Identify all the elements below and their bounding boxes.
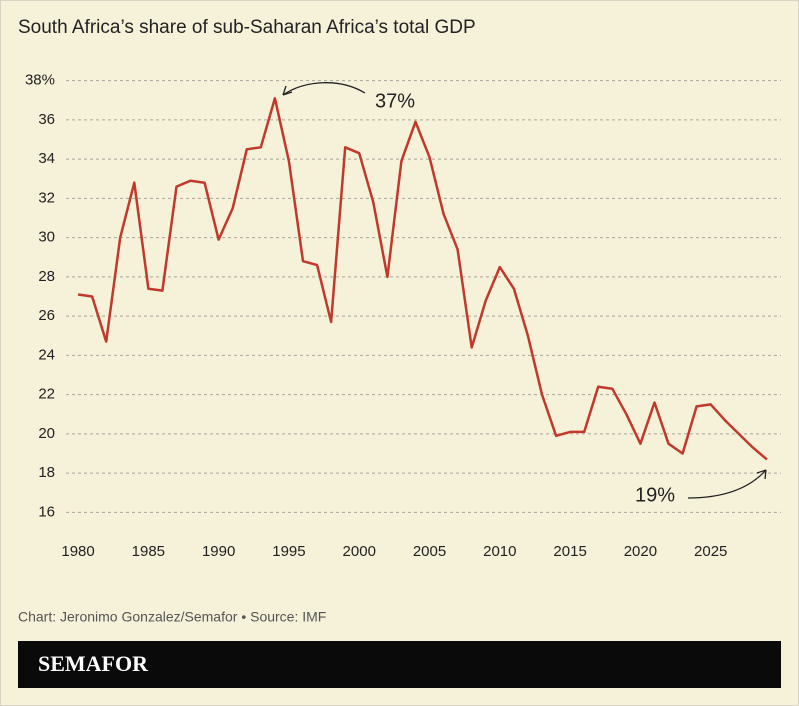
y-tick-label: 24 [38, 346, 55, 363]
y-tick-label: 34 [38, 150, 55, 167]
y-tick-label: 28 [38, 268, 55, 285]
footer: Chart: Jeronimo Gonzalez/Semafor • Sourc… [18, 609, 326, 625]
arrow [282, 82, 366, 96]
y-tick-label: 32 [38, 189, 55, 206]
y-tick-label: 20 [38, 425, 55, 442]
y-tick-label: 16 [38, 503, 55, 520]
x-tick-label: 2025 [694, 543, 727, 560]
annotation: 37% [375, 90, 415, 112]
x-tick-label: 2000 [343, 543, 376, 560]
x-tick-label: 2015 [553, 543, 586, 560]
x-tick-label: 1985 [132, 543, 165, 560]
x-tick-label: 1995 [272, 543, 305, 560]
y-tick-label: 26 [38, 307, 55, 324]
line [77, 97, 768, 461]
brand: SEMAFOR [38, 651, 149, 676]
x-tick-label: 2010 [483, 543, 516, 560]
y-tick-label: 22 [38, 386, 55, 403]
x-tick-label: 2005 [413, 543, 446, 560]
x-tick-label: 1990 [202, 543, 235, 560]
y-tick-label: 38% [25, 72, 55, 89]
annotation: 19% [635, 484, 675, 506]
y-tick-label: 18 [38, 464, 55, 481]
arrow-head [282, 85, 293, 96]
y-tick-label: 36 [38, 111, 55, 128]
brand-bar [18, 641, 781, 688]
arrow-head [756, 469, 767, 480]
x-tick-label: 1980 [61, 543, 94, 560]
arrow [687, 469, 767, 499]
y-tick-label: 30 [38, 229, 55, 246]
chart-title: South Africa’s share of sub-Saharan Afri… [18, 17, 476, 38]
x-tick-label: 2020 [624, 543, 657, 560]
